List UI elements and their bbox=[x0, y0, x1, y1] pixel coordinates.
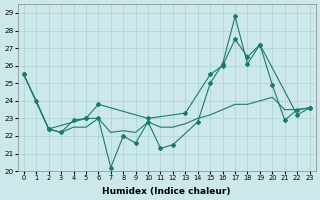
X-axis label: Humidex (Indice chaleur): Humidex (Indice chaleur) bbox=[102, 187, 231, 196]
